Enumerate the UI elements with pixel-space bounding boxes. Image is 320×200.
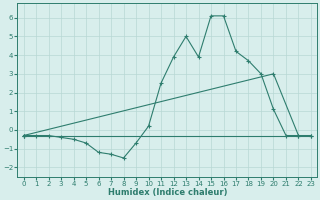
X-axis label: Humidex (Indice chaleur): Humidex (Indice chaleur) <box>108 188 227 197</box>
